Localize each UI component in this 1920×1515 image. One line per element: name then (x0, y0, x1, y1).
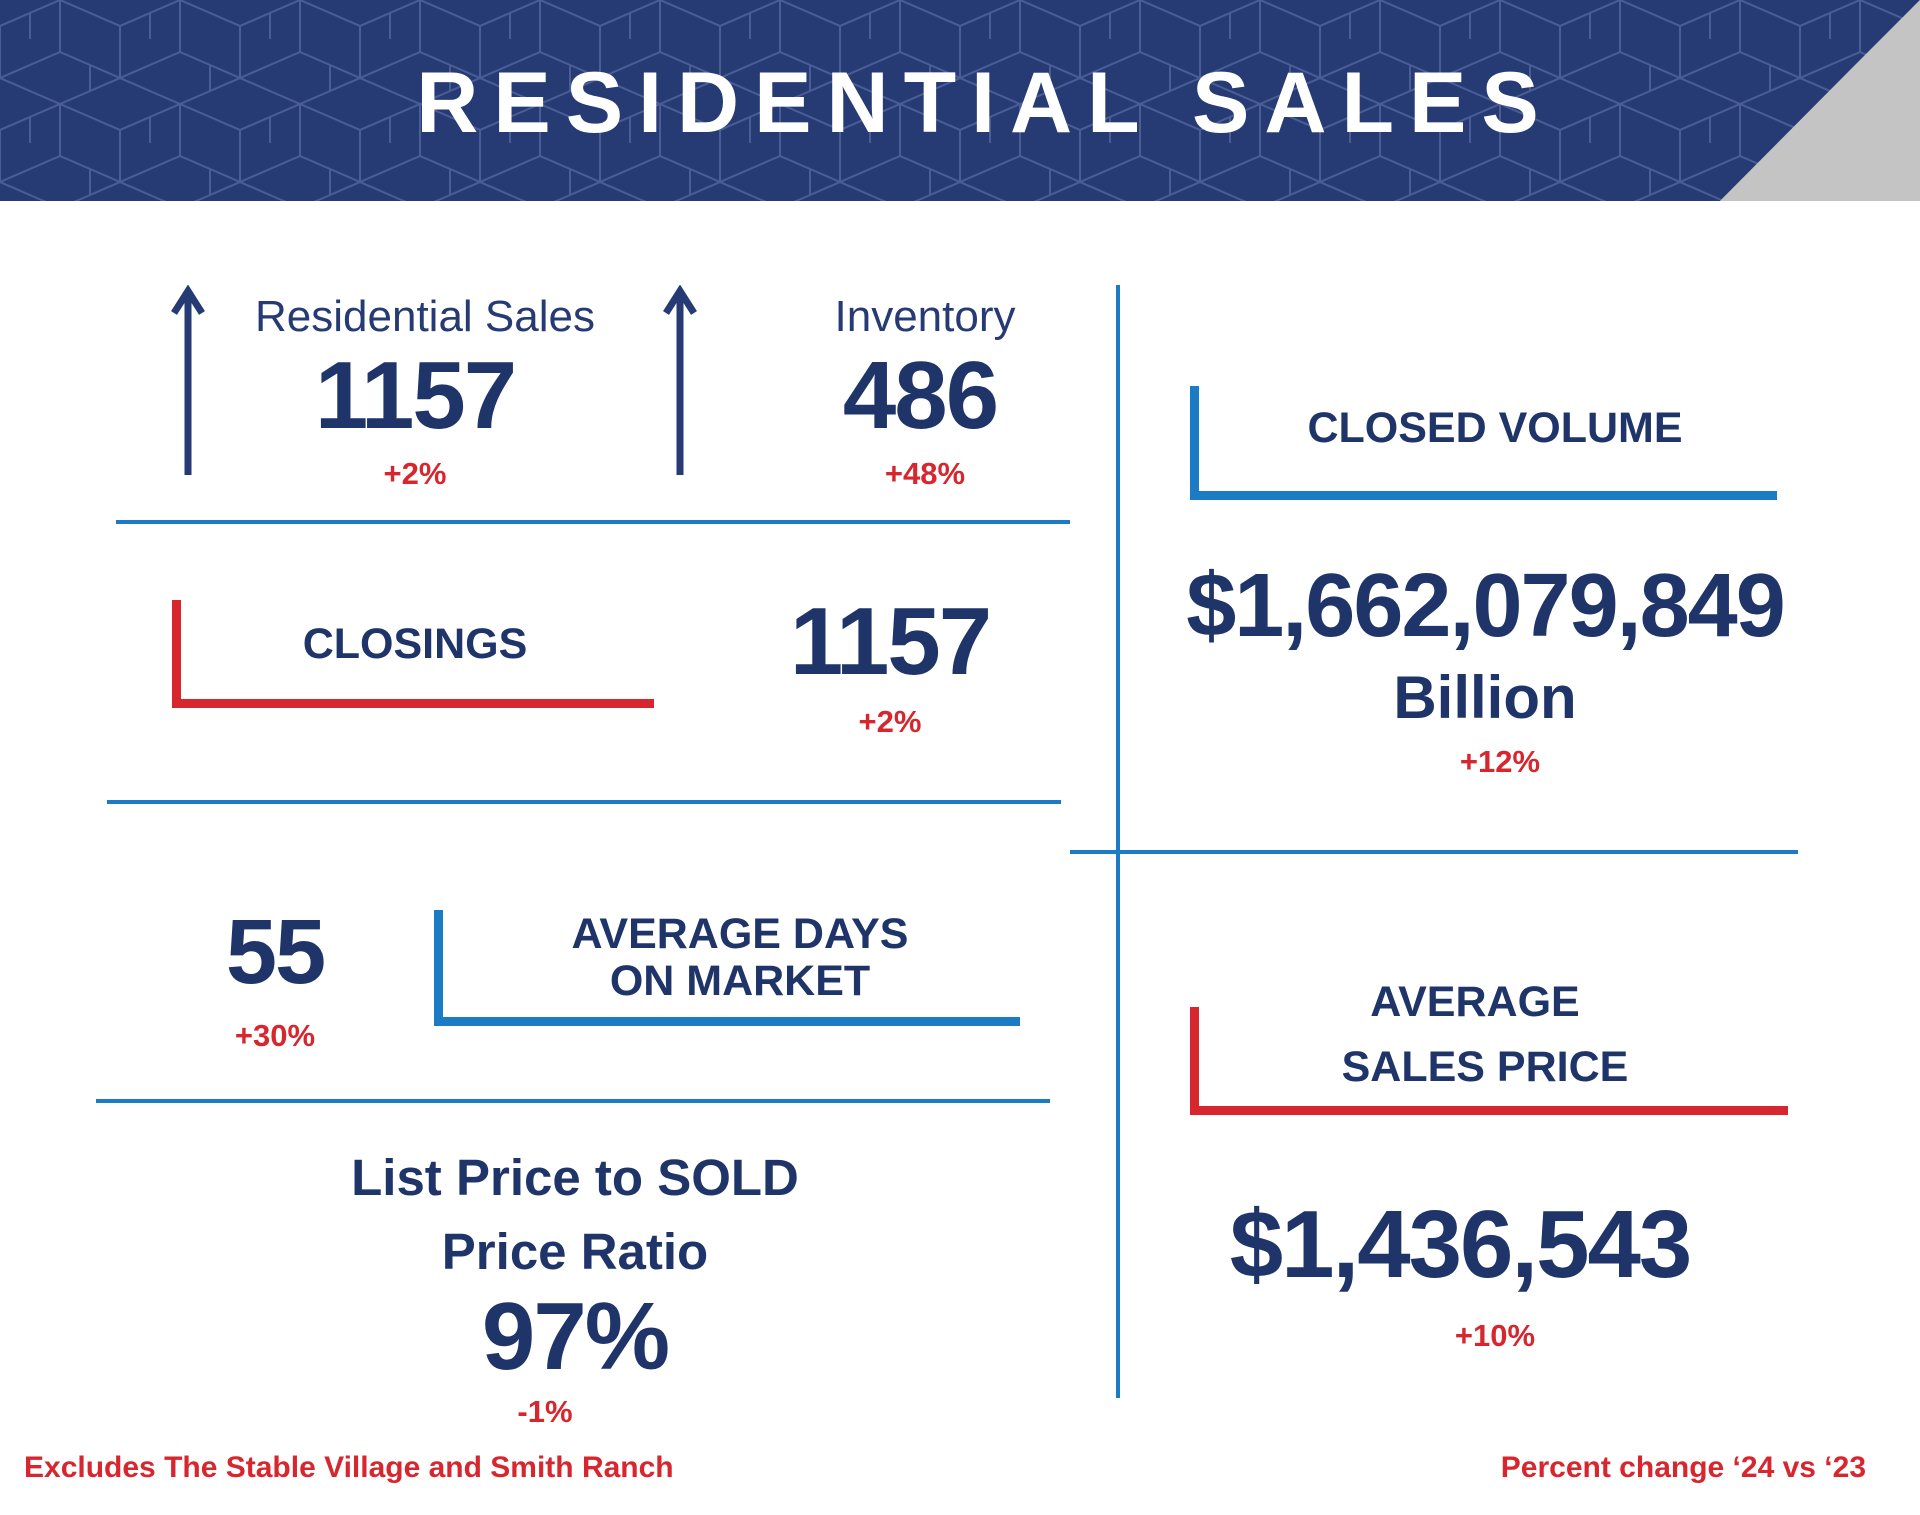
closings-label: CLOSINGS (302, 620, 528, 668)
average-sales-price-change: +10% (1454, 1318, 1536, 1353)
closed-volume-unit: Billion (1393, 664, 1577, 731)
header-banner: RESIDENTIAL SALES (0, 0, 1920, 201)
average-sales-price-label-line1: AVERAGE (1370, 978, 1580, 1026)
residential-sales-value: 1157 (314, 342, 517, 449)
days-on-market-label-line1: AVERAGE DAYS (571, 910, 909, 958)
closings-value: 1157 (789, 588, 992, 695)
vertical-divider (1116, 285, 1120, 1398)
price-ratio-value: 97% (481, 1283, 670, 1390)
arrow-up-icon (663, 285, 697, 475)
closings-bracket (172, 600, 654, 708)
days-on-market-value: 55 (225, 901, 326, 1003)
page-title: RESIDENTIAL SALES (416, 55, 1554, 151)
footer-note-left: Excludes The Stable Village and Smith Ra… (24, 1451, 674, 1484)
average-sales-price-value: $1,436,543 (1229, 1191, 1692, 1298)
arrow-up-icon (171, 285, 205, 475)
residential-sales-change: +2% (383, 456, 447, 491)
closed-volume-label: CLOSED VOLUME (1307, 404, 1683, 452)
inventory-label: Inventory (834, 292, 1016, 341)
inventory-change: +48% (884, 456, 966, 491)
price-ratio-change: -1% (517, 1394, 573, 1429)
geometric-pattern-background (0, 0, 1920, 201)
closed-volume-value: $1,662,079,849 (1186, 556, 1786, 656)
days-on-market-bracket (434, 910, 1020, 1026)
price-ratio-label-line1: List Price to SOLD (351, 1149, 799, 1206)
days-on-market-label-line2: ON MARKET (609, 957, 871, 1005)
price-ratio-label-line2: Price Ratio (441, 1223, 709, 1280)
divider (96, 1099, 1050, 1103)
header-corner-shape (1720, 0, 1920, 201)
residential-sales-label: Residential Sales (255, 292, 595, 341)
footer-note-right: Percent change ‘24 vs ‘23 (1500, 1451, 1866, 1484)
divider (1070, 850, 1798, 854)
days-on-market-change: +30% (234, 1018, 316, 1053)
inventory-value: 486 (842, 342, 999, 449)
average-sales-price-bracket (1190, 1007, 1788, 1115)
divider (116, 520, 1070, 524)
divider (107, 800, 1061, 804)
closed-volume-change: +12% (1459, 744, 1541, 779)
closed-volume-bracket (1190, 386, 1777, 500)
closings-change: +2% (858, 704, 922, 739)
average-sales-price-label-line2: SALES PRICE (1341, 1043, 1629, 1091)
